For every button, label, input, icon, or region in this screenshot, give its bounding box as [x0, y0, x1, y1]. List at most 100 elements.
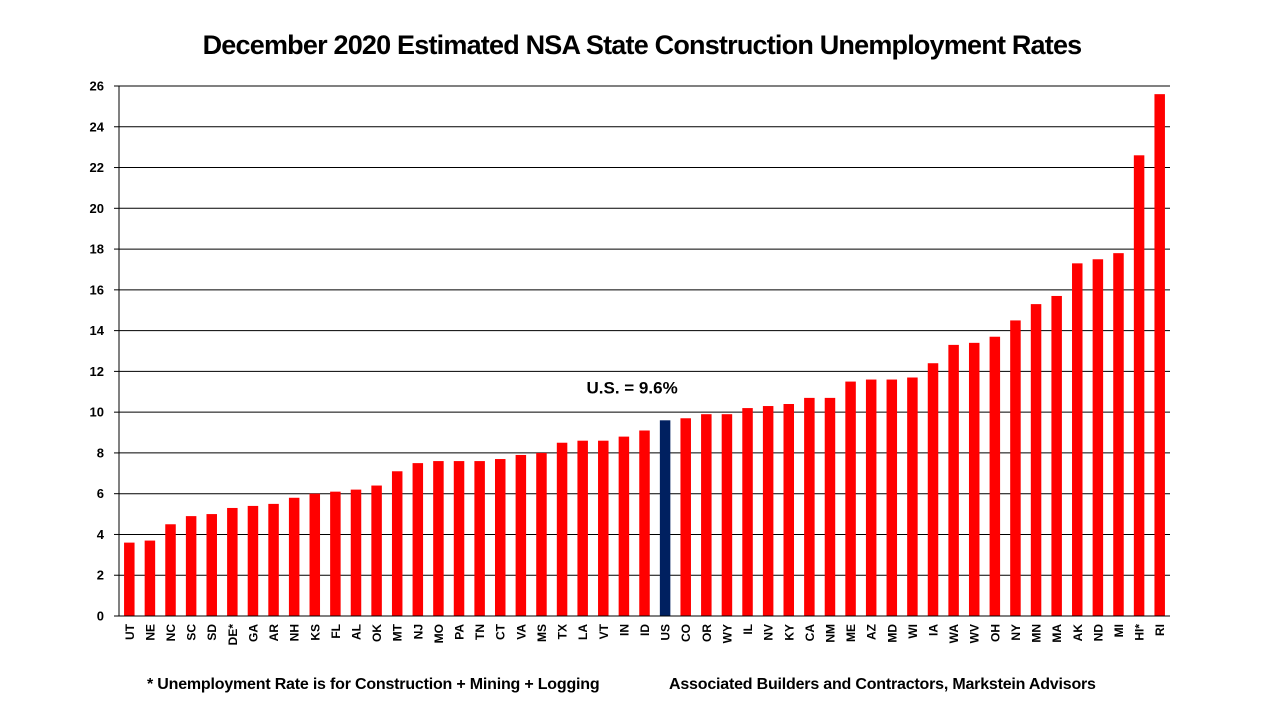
x-tick-label: AR: [267, 624, 281, 642]
y-tick-label: 20: [90, 201, 104, 216]
y-tick-label: 8: [97, 445, 104, 460]
bar-fl: [330, 491, 341, 616]
x-tick-label: MN: [1030, 624, 1044, 643]
axes: [114, 85, 1170, 617]
x-tick-label: IA: [927, 624, 941, 636]
x-tick-label: NM: [823, 624, 837, 643]
bar-id: [639, 430, 650, 616]
x-tick-label: CA: [803, 624, 817, 642]
bar-sd: [206, 514, 217, 616]
y-tick-label: 16: [90, 282, 104, 297]
bar-mi: [1113, 253, 1124, 616]
x-tick-labels: UT NE NC SC SD DE* GA AR NH KS FL AL OK MT NJ MO PA TN CT V…: [123, 623, 1167, 645]
bar-ct: [494, 459, 506, 616]
annotations: U.S. = 9.6%: [587, 378, 678, 397]
bar-az: [865, 379, 877, 616]
bar-or: [701, 414, 712, 616]
bar-il: [742, 408, 753, 616]
x-tick-label: UT: [123, 623, 137, 640]
x-tick-label: NC: [164, 624, 178, 642]
x-tick-label: OR: [700, 624, 714, 642]
bar-nv: [762, 406, 774, 616]
x-tick-label: WY: [720, 624, 734, 643]
x-tick-label: ID: [638, 624, 652, 636]
x-tick-label: SD: [205, 624, 219, 641]
x-tick-label: NJ: [411, 624, 425, 639]
chart-title: December 2020 Estimated NSA State Constr…: [202, 30, 1083, 60]
x-tick-label: WV: [968, 624, 982, 643]
bar-us: [659, 420, 671, 616]
bar-nd: [1092, 259, 1104, 616]
footnote: * Unemployment Rate is for Construction …: [147, 676, 600, 693]
y-tick-label: 22: [90, 160, 104, 175]
bar-de: [227, 507, 238, 616]
y-tick-label: 12: [90, 364, 104, 379]
bar-nj: [412, 463, 424, 616]
bar-tx: [556, 442, 568, 616]
y-tick-label: 26: [90, 79, 104, 94]
bar-nh: [288, 497, 300, 616]
bar-ak: [1072, 263, 1083, 616]
x-tick-label: US: [659, 624, 673, 641]
bar-tn: [474, 461, 485, 616]
x-tick-label: CO: [679, 624, 693, 642]
bar-ks: [309, 493, 321, 616]
x-tick-label: KY: [782, 624, 796, 641]
bar-in: [618, 436, 630, 616]
source-credit: Associated Builders and Contractors, Mar…: [669, 676, 1096, 693]
x-tick-label: DE*: [226, 624, 240, 646]
y-tick-label: 24: [90, 119, 105, 134]
x-tick-label: MA: [1050, 624, 1064, 643]
x-tick-label: VT: [597, 623, 611, 639]
bar-al: [350, 489, 362, 616]
bar-pa: [453, 461, 465, 616]
bar-ca: [804, 397, 815, 616]
bar-ri: [1154, 94, 1165, 616]
x-tick-label: MS: [535, 624, 549, 642]
x-tick-label: LA: [576, 624, 590, 640]
x-tick-label: RI: [1153, 624, 1167, 636]
x-tick-label: HI*: [1133, 624, 1147, 641]
x-tick-label: WA: [947, 624, 961, 644]
bar-wy: [721, 414, 733, 616]
x-tick-label: TN: [473, 624, 487, 640]
x-tick-label: IL: [741, 624, 755, 635]
bar-wv: [968, 342, 980, 616]
y-tick-label: 10: [90, 405, 104, 420]
x-tick-label: OK: [370, 624, 384, 642]
bar-nm: [824, 397, 836, 616]
x-tick-label: MI: [1112, 624, 1126, 637]
bar-ia: [927, 363, 939, 616]
bar-hi: [1133, 155, 1145, 617]
bar-mo: [433, 461, 444, 616]
x-tick-label: MD: [885, 624, 899, 643]
x-tick-label: VA: [514, 624, 528, 640]
bars: [124, 94, 1165, 617]
bar-vt: [598, 440, 609, 616]
x-tick-label: FL: [329, 624, 343, 639]
x-tick-label: NH: [288, 624, 302, 641]
y-tick-label: 18: [90, 242, 104, 257]
x-tick-label: PA: [453, 624, 467, 640]
bar-ne: [144, 540, 156, 616]
x-tick-label: IN: [617, 624, 631, 636]
bar-nc: [165, 524, 176, 616]
bar-co: [680, 418, 691, 616]
x-tick-label: GA: [246, 624, 260, 642]
bar-mt: [391, 471, 403, 616]
x-tick-label: AZ: [865, 624, 879, 640]
x-tick-label: TX: [556, 624, 570, 639]
x-tick-label: ME: [844, 624, 858, 642]
y-tick-label: 0: [97, 609, 104, 624]
x-tick-label: WI: [906, 624, 920, 639]
x-tick-label: NV: [762, 624, 776, 641]
y-tick-label: 6: [97, 486, 104, 501]
bar-ma: [1051, 295, 1062, 616]
y-tick-label: 2: [97, 568, 104, 583]
x-tick-label: CT: [494, 623, 508, 640]
bar-wi: [907, 377, 918, 616]
x-tick-label: OH: [988, 624, 1002, 642]
bar-ut: [124, 542, 135, 616]
